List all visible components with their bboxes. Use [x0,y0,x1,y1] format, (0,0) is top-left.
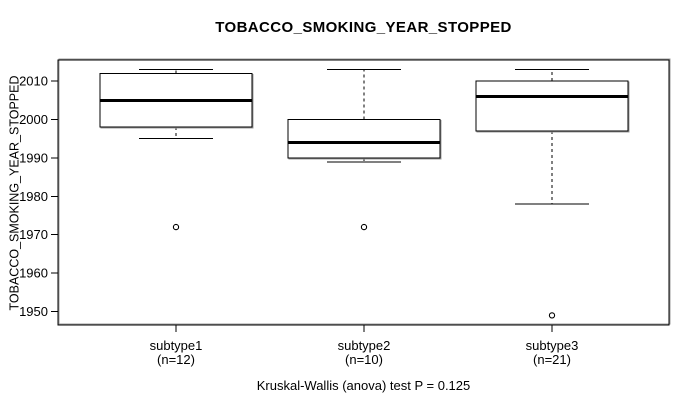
stat-test-caption: Kruskal-Wallis (anova) test P = 0.125 [256,378,471,393]
outlier-point [360,223,368,231]
boxplot-subtype1: subtype1(n=12) [99,69,254,367]
x-category-label: subtype2 [338,338,391,353]
y-tick-label: 2010 [19,74,48,89]
y-tick-label: 1970 [19,227,48,242]
x-category-sublabel: (n=21) [533,352,571,367]
x-category-sublabel: (n=10) [345,352,383,367]
chart-title: TOBACCO_SMOKING_YEAR_STOPPED [215,19,512,36]
y-tick-label: 1980 [19,189,48,204]
x-category-sublabel: (n=12) [157,352,195,367]
y-tick-label: 1950 [19,304,48,319]
outlier-point [172,223,180,231]
x-category-label: subtype1 [150,338,203,353]
x-category-label: subtype3 [526,338,579,353]
boxplot-subtype3: subtype3(n=21) [475,69,630,367]
outlier-point [548,312,556,319]
boxplot-subtype2: subtype2(n=10) [287,69,442,367]
y-tick-label: 1960 [19,266,48,281]
y-tick-label: 2000 [19,112,48,127]
box-iqr [475,80,629,132]
y-tick-label: 1990 [19,150,48,165]
box-iqr [287,119,441,159]
plot-frame-halo [58,58,671,325]
